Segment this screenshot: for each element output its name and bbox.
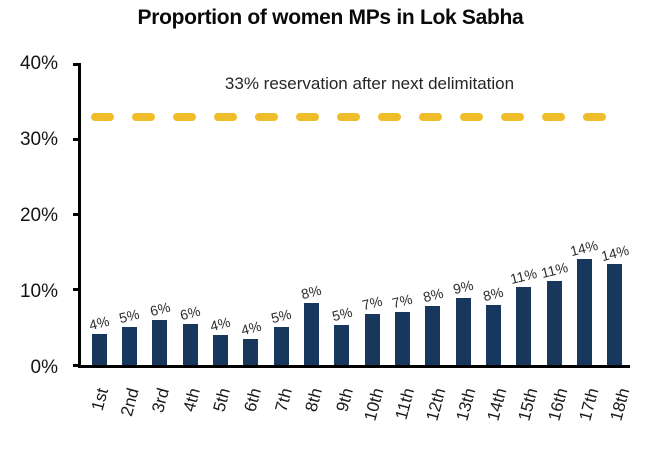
x-axis-label-slot: 18th: [599, 371, 633, 459]
bar-value-label: 14%: [568, 236, 600, 260]
bar: [607, 264, 623, 365]
x-axis-label-slot: 13th: [446, 371, 480, 459]
x-axis-label-slot: 7th: [262, 371, 295, 459]
x-axis-label-slot: 5th: [201, 371, 234, 459]
bar: [152, 319, 168, 365]
chart-title: Proportion of women MPs in Lok Sabha: [137, 6, 524, 29]
x-axis-label-slot: 2nd: [109, 371, 143, 459]
bar: [303, 303, 319, 365]
y-axis-tick-label: 10%: [19, 281, 58, 302]
bar: [121, 327, 137, 365]
bar-slot: 7%: [387, 64, 417, 365]
bar-slot: 14%: [568, 64, 600, 365]
x-axis-label-slot: 16th: [538, 371, 572, 459]
bar: [273, 327, 289, 365]
x-axis-label-slot: 15th: [507, 371, 541, 459]
bar-value-label: 8%: [421, 284, 445, 305]
y-axis-tick-label: 40%: [19, 53, 58, 74]
bar: [243, 338, 259, 365]
x-axis-label: 18th: [606, 386, 634, 423]
bar-value-label: 11%: [539, 258, 570, 281]
bar-value-label: 5%: [269, 306, 293, 327]
bar-value-label: 7%: [360, 292, 384, 314]
y-axis-tick: [73, 288, 81, 292]
bar-slot: 4%: [205, 64, 235, 365]
x-axis-label-slot: 9th: [323, 371, 357, 459]
bar-slot: 5%: [114, 64, 144, 365]
bar-value-label: 8%: [299, 282, 324, 303]
bar-value-label: 14%: [599, 242, 631, 265]
bars-row: 4% 5% 6% 6% 4% 4% 5% 8% 5% 7% 7% 8% 9% 8% 11% 11% 14% 14%: [84, 64, 630, 365]
x-axis-label-slot: 3rd: [139, 371, 173, 459]
x-axis-label-slot: 6th: [231, 371, 265, 459]
y-axis-tick-label: 30%: [19, 129, 58, 150]
bar-value-label: 9%: [451, 276, 475, 298]
bar-slot: 4%: [236, 64, 266, 365]
bar: [546, 280, 562, 365]
bar: [364, 313, 380, 365]
x-axis-label-slot: 8th: [293, 371, 326, 459]
reference-dashed-line: [91, 112, 615, 121]
bar-slot: 5%: [266, 64, 296, 365]
y-axis-tick-label: 0%: [30, 357, 58, 378]
bar: [334, 325, 350, 365]
y-axis-tick: [73, 213, 81, 216]
plot-area: 33% reservation after next delimitation …: [73, 62, 630, 368]
x-axis-label-slot: 14th: [477, 371, 511, 459]
bar: [91, 334, 107, 365]
bar-slot: 6%: [175, 64, 205, 365]
bar-value-label: 6%: [148, 298, 172, 320]
y-axis-tick-label: 20%: [19, 205, 58, 226]
y-axis-tick: [73, 363, 81, 367]
bar: [394, 311, 410, 365]
bar: [182, 323, 198, 365]
y-axis-labels: 0% 10% 20% 30% 40%: [0, 53, 58, 378]
bar-value-label: 4%: [239, 317, 263, 338]
bar-slot: 4%: [84, 64, 114, 365]
x-axis-label-slot: 12th: [415, 371, 449, 459]
bar-value-label: 6%: [178, 302, 202, 323]
bar-slot: 6%: [145, 64, 175, 365]
bar-slot: 7%: [357, 64, 387, 365]
y-axis-tick: [73, 62, 81, 66]
bar-slot: 11%: [539, 64, 569, 365]
bar-value-label: 5%: [330, 303, 354, 325]
bar-value-label: 7%: [390, 290, 415, 311]
x-axis-label-slot: 11th: [385, 371, 419, 459]
x-axis-label-slot: 17th: [569, 371, 603, 459]
bar-slot: 11%: [509, 64, 539, 365]
y-axis-tick: [73, 137, 81, 141]
bar-value-label: 4%: [87, 312, 111, 334]
x-axis-labels: 1st 2nd 3rd 4th 5th 6th 7th 8th 9th 10th 11th 12th 1…: [78, 371, 633, 459]
bar: [455, 298, 471, 365]
bar: [485, 304, 501, 365]
bar-slot: 5%: [327, 64, 357, 365]
bar: [576, 258, 592, 365]
x-axis-label-slot: 4th: [170, 371, 203, 459]
bar: [425, 305, 441, 365]
x-axis-label-slot: 1st: [78, 371, 111, 459]
bar-slot: 8%: [296, 64, 326, 365]
bar-value-label: 8%: [481, 283, 506, 305]
bar-value-label: 4%: [208, 313, 233, 335]
x-axis-label-slot: 10th: [354, 371, 388, 459]
bar-slot: 8%: [478, 64, 508, 365]
reference-line-label: 33% reservation after next delimitation: [224, 74, 515, 93]
bar-slot: 9%: [448, 64, 478, 365]
bar: [516, 286, 532, 365]
bar-slot: 14%: [599, 64, 631, 365]
bar-value-label: 5%: [117, 306, 142, 327]
bar-value-label: 11%: [508, 264, 539, 287]
bar-slot: 8%: [418, 64, 448, 365]
bar: [212, 334, 228, 365]
